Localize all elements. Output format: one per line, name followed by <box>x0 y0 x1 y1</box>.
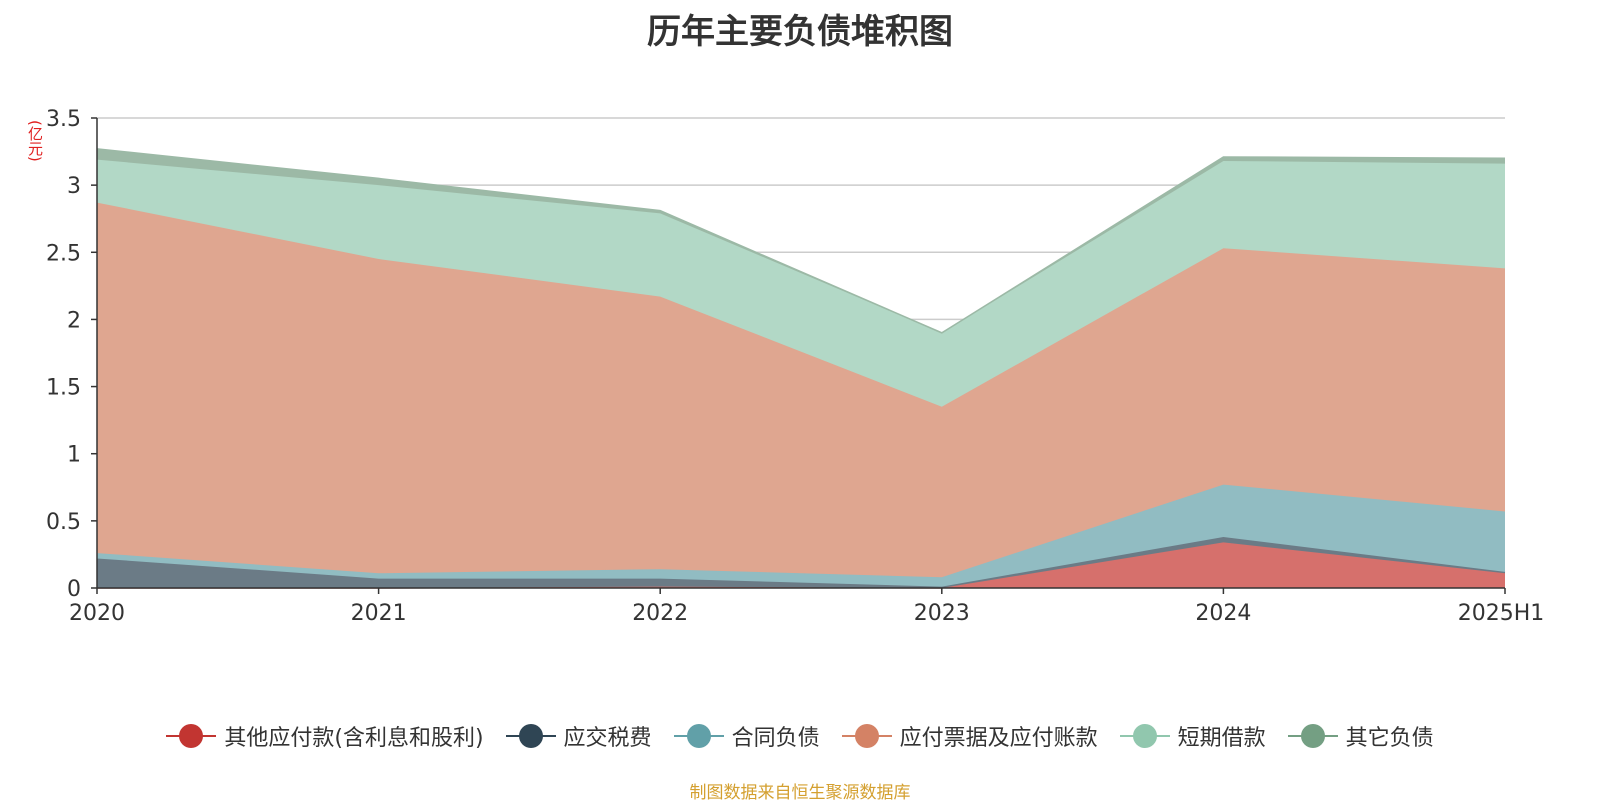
legend-label: 合同负债 <box>731 726 820 751</box>
y-tick-label: 0 <box>67 577 81 602</box>
series-area <box>97 148 1505 333</box>
series-area <box>97 484 1505 587</box>
legend-item[interactable]: 短期借款 <box>1119 720 1266 752</box>
y-tick-labels: 0 0.5 1 1.5 2 2.5 3 3.5 <box>46 107 97 602</box>
y-axis-unit-label: (亿元) <box>26 120 44 162</box>
legend-label: 其它负债 <box>1345 726 1434 751</box>
x-tick-label: 2023 <box>914 601 970 626</box>
y-tick-label: 1 <box>67 443 81 468</box>
series-area <box>97 159 1505 407</box>
legend-item[interactable]: 合同负债 <box>673 720 820 752</box>
legend-item[interactable]: 应付票据及应付账款 <box>841 720 1098 752</box>
series-line <box>96 148 1506 334</box>
x-tick-label: 2025H1 <box>1458 601 1545 626</box>
legend-label: 应付票据及应付账款 <box>899 726 1098 751</box>
y-tick-label: 2 <box>67 308 81 333</box>
y-tick-label: 1.5 <box>46 376 81 401</box>
legend-item[interactable]: 应交税费 <box>505 720 652 752</box>
x-tick-label: 2024 <box>1195 601 1251 626</box>
legend-marker-icon <box>673 724 724 748</box>
y-tick-label: 3 <box>67 174 81 199</box>
legend-item[interactable]: 其它负债 <box>1287 720 1434 752</box>
legend-label: 其他应付款(含利息和股利) <box>224 726 484 751</box>
chart-title: 历年主要负债堆积图 <box>647 12 953 52</box>
x-tick-label: 2021 <box>351 601 407 626</box>
legend-marker-icon <box>1287 724 1338 748</box>
legend-item[interactable]: 其他应付款(含利息和股利) <box>166 720 484 752</box>
source-note: 制图数据来自恒生聚源数据库 <box>689 783 911 803</box>
stacked-area-chart: 00.511.522.533.5 2020 2021 2022 2023 2024 202… <box>46 107 1544 626</box>
axes <box>96 118 1505 589</box>
y-tick-label: 0.5 <box>46 510 81 535</box>
legend-marker-icon <box>1119 724 1170 748</box>
legend-label: 短期借款 <box>1177 726 1266 751</box>
legend-marker-icon <box>505 724 556 748</box>
series-area <box>97 202 1505 578</box>
series-areas <box>96 148 1506 589</box>
legend-label: 应交税费 <box>563 726 652 751</box>
legend-marker-icon <box>841 724 892 748</box>
y-tick-label: 3.5 <box>46 107 81 132</box>
y-tick-label: 2.5 <box>46 241 81 266</box>
x-tick-label: 2022 <box>632 601 688 626</box>
x-tick-labels: 2020 2021 2022 2023 2024 2025H1 <box>69 588 1544 626</box>
legend: 其他应付款(含利息和股利) 应交税费 合同负债 应付票据及应付账款 短期借款 其它负债 <box>0 720 1600 752</box>
legend-marker-icon <box>166 724 217 748</box>
x-tick-label: 2020 <box>69 601 125 626</box>
